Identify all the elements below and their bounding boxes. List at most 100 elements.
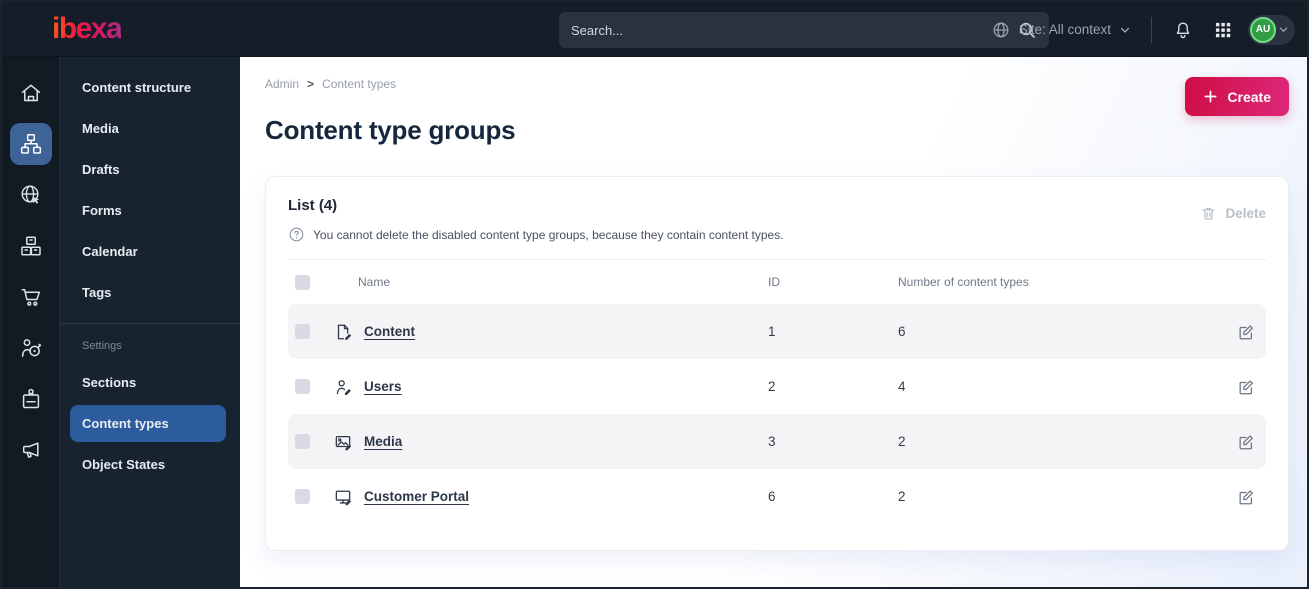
group-id: 6: [768, 489, 776, 504]
sidebar-item-sections[interactable]: Sections: [82, 375, 137, 390]
bell-icon: [1176, 21, 1190, 38]
group-count: 2: [898, 489, 906, 504]
rail-item-product-catalog[interactable]: [2, 220, 60, 271]
sidebar-item-content-structure[interactable]: Content structure: [82, 80, 192, 95]
group-count: 2: [898, 434, 906, 449]
sidebar: Content structure Media Drafts Forms Cal…: [60, 57, 240, 587]
rail-item-marketing[interactable]: [2, 424, 60, 475]
monitor-icon: [334, 488, 364, 506]
edit-icon: [1239, 379, 1253, 394]
sidebar-item-object-states[interactable]: Object States: [82, 457, 166, 472]
megaphone-icon: [22, 441, 39, 458]
group-name-link[interactable]: Media: [364, 434, 403, 449]
ibexa-logo[interactable]: ibexa: [52, 12, 123, 45]
search-icon[interactable]: [1017, 20, 1037, 40]
globe-icon: [991, 20, 1011, 40]
table-header-row: Name ID Number of content types: [288, 260, 1266, 304]
select-all-checkbox[interactable]: [295, 274, 310, 290]
sidebar-settings-label: Settings: [82, 340, 122, 352]
group-name-link[interactable]: Content: [364, 324, 415, 339]
user-avatar: AU: [1250, 16, 1276, 43]
group-id: 1: [768, 324, 776, 339]
row-checkbox[interactable]: [295, 379, 310, 394]
breadcrumb-current: Content types: [322, 77, 397, 91]
column-header-count: Number of content types: [898, 275, 1029, 289]
site-context-selector[interactable]: Site: All context: [987, 14, 1135, 46]
group-id: 2: [768, 379, 776, 394]
trash-icon: [1202, 207, 1216, 220]
edit-button[interactable]: [1226, 319, 1266, 345]
table-row: Content 1 6: [288, 304, 1266, 359]
product-boxes-icon: [20, 236, 41, 255]
content-structure-icon: [20, 133, 41, 154]
table-row: Media 3 2: [288, 414, 1266, 469]
rail-item-commerce[interactable]: [2, 271, 60, 322]
create-button[interactable]: Create: [1185, 77, 1289, 116]
column-header-id: ID: [768, 275, 780, 289]
group-name-link[interactable]: Customer Portal: [364, 489, 470, 504]
rail-item-site[interactable]: [2, 169, 60, 220]
sidebar-item-media[interactable]: Media: [82, 121, 119, 136]
edit-button[interactable]: [1226, 429, 1266, 455]
edit-icon: [1239, 434, 1253, 449]
edit-button[interactable]: [1226, 374, 1266, 400]
breadcrumb-admin-link[interactable]: Admin: [265, 77, 300, 91]
rail-active-indicator: [9, 122, 52, 165]
global-search[interactable]: [559, 12, 1049, 48]
card-divider: [288, 259, 1266, 260]
create-button-label: Create: [1227, 88, 1271, 105]
user-icon: [334, 378, 364, 396]
search-input[interactable]: [571, 22, 1017, 38]
row-checkbox[interactable]: [295, 434, 310, 449]
top-bar: ibexa Site: All context: [2, 2, 1307, 57]
sidebar-item-drafts[interactable]: Drafts: [82, 162, 120, 177]
grid-icon: [1215, 22, 1231, 37]
sidebar-divider: [60, 323, 240, 324]
edit-icon: [1239, 489, 1253, 504]
edit-icon: [1239, 324, 1253, 339]
group-count: 6: [898, 324, 906, 339]
rail-item-customers[interactable]: [2, 322, 60, 373]
user-menu[interactable]: AU: [1248, 14, 1295, 45]
column-header-name: Name: [358, 275, 391, 289]
list-title: List (4): [288, 197, 338, 214]
page-title: Content type groups: [265, 115, 516, 145]
topbar-right-cluster: Site: All context AU: [987, 2, 1295, 57]
content-type-groups-card: List (4) You cannot delete the disabled …: [265, 176, 1289, 551]
file-icon: [334, 323, 364, 341]
delete-button-label: Delete: [1225, 206, 1266, 221]
row-checkbox[interactable]: [295, 489, 310, 504]
rail-item-workflow[interactable]: [2, 373, 60, 424]
notifications-button[interactable]: [1168, 15, 1198, 45]
image-icon: [334, 433, 364, 451]
row-checkbox[interactable]: [295, 324, 310, 339]
home-icon: [21, 84, 40, 101]
breadcrumb: Admin > Content types: [265, 77, 1289, 91]
topbar-divider: [1151, 16, 1152, 43]
plus-icon: [1204, 90, 1217, 103]
chevron-down-icon: [1278, 24, 1289, 35]
sidebar-item-content-types[interactable]: Content types: [70, 405, 226, 442]
chevron-down-icon: [1119, 24, 1131, 36]
apps-grid-button[interactable]: [1208, 15, 1238, 45]
delete-button[interactable]: Delete: [1200, 205, 1266, 222]
main-content: Admin > Content types Create Content typ…: [240, 57, 1307, 587]
site-globe-icon: [20, 184, 39, 204]
edit-button[interactable]: [1226, 484, 1266, 510]
sidebar-item-forms[interactable]: Forms: [82, 203, 122, 218]
list-info-text: You cannot delete the disabled content t…: [313, 227, 784, 242]
rail-item-dashboard[interactable]: [2, 67, 60, 118]
icon-rail: [2, 57, 60, 587]
group-name-link[interactable]: Users: [364, 379, 402, 394]
sidebar-item-calendar[interactable]: Calendar: [82, 244, 138, 259]
id-badge-icon: [22, 388, 39, 408]
sidebar-item-tags[interactable]: Tags: [82, 285, 112, 300]
site-context-label: Site: All context: [1018, 22, 1111, 37]
rail-item-content[interactable]: [2, 118, 60, 169]
help-circle-icon: [288, 226, 305, 243]
table-row: Users 2 4: [288, 359, 1266, 414]
group-id: 3: [768, 434, 776, 449]
group-count: 4: [898, 379, 906, 394]
customer-target-icon: [21, 338, 41, 357]
